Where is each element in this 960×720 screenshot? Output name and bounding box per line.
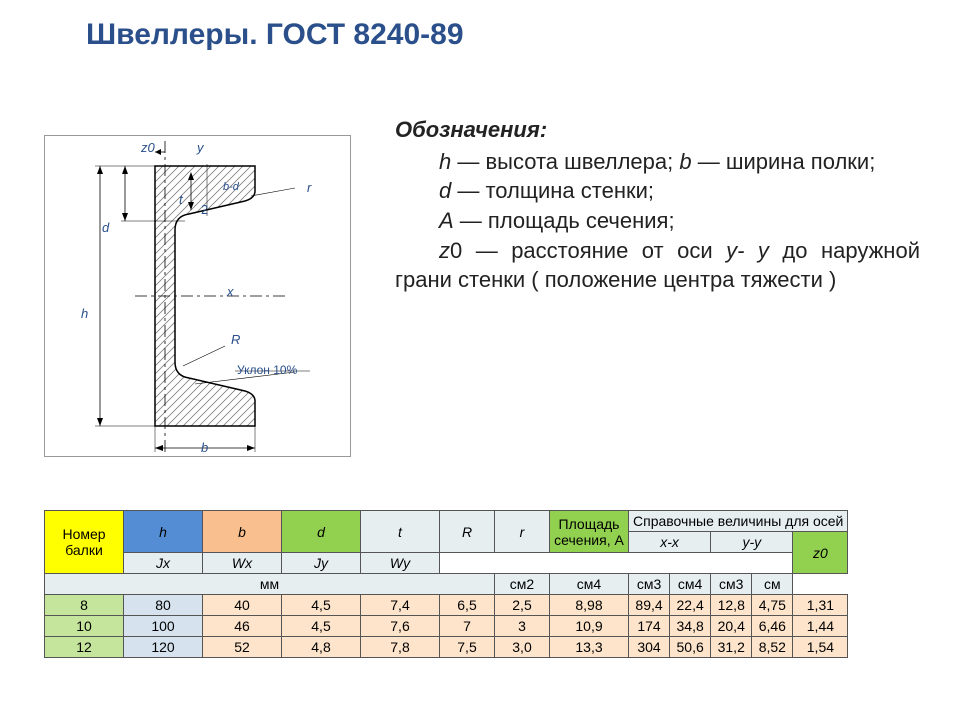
desc-line-1: h — высота швеллера; b — ширина полки;	[395, 147, 920, 177]
label-bd: b-d	[223, 181, 240, 193]
desc-line-2: d — толщина стенки;	[395, 176, 920, 206]
label-R2: R	[231, 332, 240, 347]
label-x: x	[226, 284, 234, 299]
unit-cm3b: см3	[711, 574, 752, 595]
unit-cm4a: см4	[550, 574, 629, 595]
table-row: 8 80 40 4,5 7,4 6,5 2,5 8,98 89,4 22,4 1…	[45, 595, 848, 616]
table-row: 10 100 46 4,5 7,6 7 3 10,9 174 34,8 20,4…	[45, 616, 848, 637]
header-row-3: Jx Wx Jy Wy	[45, 553, 848, 574]
col-b: b	[203, 511, 282, 553]
unit-cm2: см2	[495, 574, 550, 595]
col-r: r	[495, 511, 550, 553]
header-row-1: Номер балки h b d t R r Площадь сечения,…	[45, 511, 848, 532]
col-Jy: Jy	[282, 553, 361, 574]
col-h: h	[124, 511, 203, 553]
label-y: y	[196, 140, 205, 155]
label-z0: z0	[140, 140, 156, 155]
col-yy: y-y	[711, 532, 793, 553]
table-row: 12 120 52 4,8 7,8 7,5 3,0 13,3 304 50,6 …	[45, 637, 848, 658]
col-A: Площадь сечения, А	[550, 511, 629, 553]
col-ref: Справочные величины для осей	[629, 511, 848, 532]
col-R: R	[440, 511, 495, 553]
col-Jx: Jx	[124, 553, 203, 574]
col-num: Номер балки	[45, 511, 124, 574]
label-d: d	[102, 220, 110, 235]
desc-heading: Обозначения:	[395, 115, 920, 145]
col-xx: x-x	[629, 532, 711, 553]
label-r: r	[307, 180, 312, 195]
desc-line-4: z0 — расстояние от оси y- y до наружной …	[395, 236, 920, 295]
unit-cm4b: см4	[670, 574, 711, 595]
label-two: 2	[201, 202, 208, 217]
col-Wx: Wx	[203, 553, 282, 574]
description-block: Обозначения: h — высота швеллера; b — ши…	[395, 115, 920, 295]
page-title: Швеллеры. ГОСТ 8240-89	[86, 18, 464, 52]
unit-cm3a: см3	[629, 574, 670, 595]
units-row: мм см2 см4 см3 см4 см3 см	[45, 574, 848, 595]
label-b: b	[201, 440, 208, 455]
label-slope: Уклон 10%	[237, 363, 298, 377]
col-t: t	[361, 511, 440, 553]
desc-line-3: A — площадь сечения;	[395, 206, 920, 236]
label-h: h	[81, 306, 88, 321]
cross-section-diagram: z0 y r d t 2 b-d x R Уклон 10% h b	[44, 135, 351, 457]
col-z0: z0	[793, 532, 848, 574]
data-table: Номер балки h b d t R r Площадь сечения,…	[44, 510, 848, 658]
unit-mm: мм	[45, 574, 495, 595]
col-d: d	[282, 511, 361, 553]
col-Wy: Wy	[361, 553, 440, 574]
unit-cm: см	[752, 574, 793, 595]
